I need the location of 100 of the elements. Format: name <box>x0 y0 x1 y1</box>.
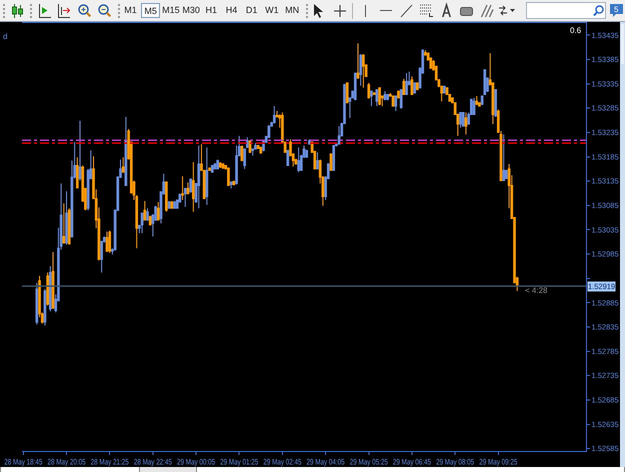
x-tick-label: 29 May 05:25 <box>350 456 388 467</box>
candlestick <box>402 78 406 96</box>
candlestick <box>181 176 184 201</box>
candlestick <box>108 230 112 254</box>
candlestick <box>297 147 300 173</box>
candlestick <box>356 42 360 80</box>
candlestick <box>78 120 82 182</box>
text: M30 <box>182 4 201 17</box>
candlestick <box>268 124 270 139</box>
text: d <box>3 32 8 41</box>
candlestick <box>222 162 224 170</box>
candlestick <box>65 190 68 246</box>
candlestick <box>483 68 486 96</box>
candlestick <box>400 88 402 110</box>
candlestick <box>243 148 246 170</box>
candlestick <box>494 88 497 118</box>
candlestick <box>442 85 446 94</box>
candlestick <box>44 288 46 326</box>
candlestick <box>184 187 187 208</box>
candlestick <box>405 72 408 96</box>
candlestick <box>410 76 414 96</box>
candlestick <box>124 116 128 186</box>
candlestick <box>206 147 208 206</box>
candlestick <box>197 145 200 209</box>
x-tick-label: 29 May 08:05 <box>436 456 474 467</box>
candlestick <box>330 152 332 172</box>
candlestick <box>346 82 349 104</box>
candlestick <box>367 82 370 99</box>
annotation: < 4:28 <box>525 286 548 295</box>
candlestick <box>143 200 146 221</box>
candlestick <box>248 140 252 154</box>
x-tick-label: 29 May 00:05 <box>177 456 216 467</box>
candlestick <box>475 95 478 106</box>
candlestick <box>208 167 211 172</box>
candlestick <box>384 90 386 101</box>
candlestick <box>286 149 290 166</box>
text: M1 <box>123 4 138 17</box>
x-tick-label: 29 May 06:45 <box>392 456 431 467</box>
candlestick <box>216 159 219 170</box>
candlestick <box>413 82 416 94</box>
text: H4 <box>224 4 238 17</box>
candlestick <box>272 106 276 124</box>
candlestick <box>332 144 336 172</box>
candlestick <box>370 90 373 107</box>
candlestick <box>48 266 52 312</box>
candlestick <box>480 94 484 106</box>
candlestick <box>386 94 390 101</box>
text: W1 <box>264 4 280 17</box>
text: M15 <box>161 4 180 17</box>
candlestick <box>232 180 236 186</box>
candlestick <box>424 50 427 56</box>
candlestick <box>156 201 160 221</box>
candlestick <box>192 162 195 212</box>
candlestick <box>394 94 398 112</box>
candlestick <box>46 272 49 306</box>
candlestick <box>227 166 230 186</box>
candlestick <box>230 181 232 189</box>
candlestick <box>464 112 468 135</box>
candlestick <box>316 152 319 170</box>
text: H1 <box>204 4 218 17</box>
candlestick <box>376 88 378 107</box>
candlestick <box>338 126 340 146</box>
candlestick <box>140 212 144 234</box>
candlestick <box>173 200 176 210</box>
candlestick <box>35 282 38 326</box>
candlestick <box>106 231 108 253</box>
candlestick <box>354 72 357 101</box>
candlestick <box>146 208 149 222</box>
x-tick-label: 29 May 01:25 <box>220 456 258 467</box>
candlestick <box>210 164 214 174</box>
x-tick-label: 28 May 20:05 <box>47 456 86 467</box>
candlestick <box>218 162 222 168</box>
x-tick-label: 28 May 18:45 <box>4 456 42 467</box>
candlestick <box>392 94 394 108</box>
candlestick <box>68 208 71 246</box>
text: D1 <box>244 4 258 17</box>
x-tick-label: 28 May 22:45 <box>134 456 172 467</box>
candlestick <box>186 182 190 195</box>
candlestick <box>459 112 462 128</box>
candlestick <box>76 156 79 189</box>
candlestick <box>168 200 170 210</box>
text: 5 <box>614 5 618 14</box>
candlestick <box>462 112 465 128</box>
candlestick <box>170 200 174 210</box>
annotation: 0.6 <box>570 26 582 35</box>
candlestick <box>52 252 54 310</box>
candlestick <box>240 145 244 162</box>
text: M5 <box>141 3 160 18</box>
candlestick <box>362 54 365 88</box>
candlestick <box>259 146 262 154</box>
candlestick <box>189 178 192 194</box>
candlestick <box>165 181 168 212</box>
candlestick <box>122 156 125 174</box>
candlestick <box>62 202 66 244</box>
candlestick <box>148 215 152 226</box>
candlestick <box>100 240 103 273</box>
candlestick <box>308 138 311 146</box>
candlestick <box>502 134 506 182</box>
candlestick <box>214 162 216 170</box>
x-tick-label: 28 May 21:25 <box>90 456 129 467</box>
